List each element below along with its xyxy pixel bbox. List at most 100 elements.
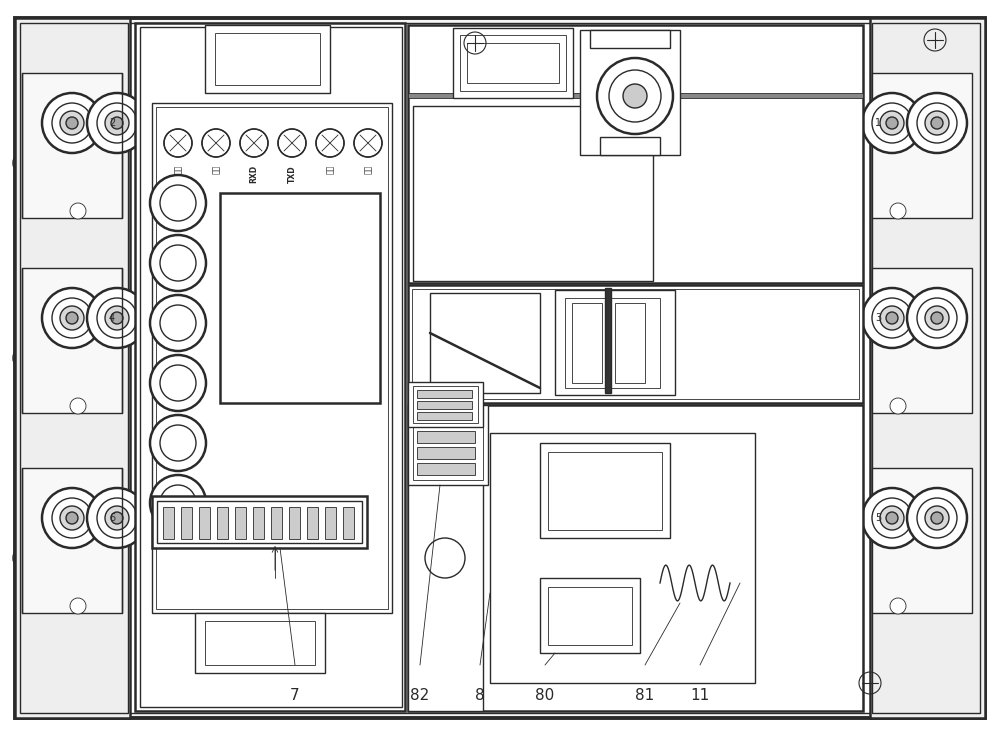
- Bar: [872, 468, 972, 613]
- Bar: [152, 103, 392, 613]
- Bar: [417, 463, 475, 475]
- Circle shape: [890, 398, 906, 414]
- Circle shape: [862, 93, 922, 153]
- Circle shape: [160, 485, 196, 521]
- Circle shape: [105, 111, 129, 135]
- Bar: [615, 303, 645, 383]
- Circle shape: [160, 305, 196, 341]
- Bar: [152, 496, 367, 548]
- Bar: [181, 507, 192, 539]
- Circle shape: [890, 598, 906, 614]
- Circle shape: [925, 111, 949, 135]
- Circle shape: [886, 117, 898, 129]
- Bar: [135, 23, 405, 711]
- Circle shape: [931, 312, 943, 324]
- Circle shape: [160, 425, 196, 461]
- Bar: [157, 501, 362, 543]
- Bar: [540, 578, 640, 653]
- Bar: [580, 30, 680, 155]
- Circle shape: [202, 129, 230, 157]
- Text: 运行: 运行: [364, 165, 372, 174]
- Bar: [870, 18, 985, 718]
- Bar: [453, 28, 573, 98]
- Text: 2: 2: [109, 118, 115, 128]
- Circle shape: [70, 598, 86, 614]
- Bar: [343, 507, 354, 539]
- Bar: [215, 33, 320, 85]
- Bar: [413, 106, 653, 281]
- Bar: [205, 621, 315, 665]
- Circle shape: [880, 506, 904, 530]
- Text: 11: 11: [690, 688, 710, 702]
- Circle shape: [52, 298, 92, 338]
- Circle shape: [60, 111, 84, 135]
- Circle shape: [70, 398, 86, 414]
- Circle shape: [917, 498, 957, 538]
- Text: 7: 7: [290, 688, 300, 702]
- Circle shape: [150, 175, 206, 231]
- Circle shape: [97, 103, 137, 143]
- Text: 接地: 接地: [174, 165, 182, 174]
- Circle shape: [609, 70, 661, 122]
- Bar: [15, 18, 130, 718]
- Circle shape: [931, 512, 943, 524]
- Circle shape: [150, 235, 206, 291]
- Circle shape: [354, 129, 382, 157]
- Circle shape: [880, 306, 904, 330]
- Circle shape: [150, 475, 206, 531]
- Text: 82: 82: [410, 688, 430, 702]
- Bar: [490, 433, 755, 683]
- Bar: [872, 268, 972, 413]
- Circle shape: [87, 93, 147, 153]
- Circle shape: [886, 312, 898, 324]
- Circle shape: [907, 93, 967, 153]
- Bar: [408, 382, 483, 427]
- Bar: [408, 285, 863, 403]
- Bar: [605, 288, 611, 393]
- Bar: [548, 587, 632, 645]
- Circle shape: [111, 312, 123, 324]
- Text: 屏蔽: 屏蔽: [212, 165, 220, 174]
- Bar: [20, 23, 128, 713]
- Circle shape: [872, 103, 912, 143]
- Bar: [307, 507, 318, 539]
- Bar: [408, 93, 863, 98]
- Circle shape: [925, 506, 949, 530]
- Circle shape: [105, 306, 129, 330]
- Circle shape: [150, 355, 206, 411]
- Circle shape: [164, 129, 192, 157]
- Bar: [199, 507, 210, 539]
- Circle shape: [60, 306, 84, 330]
- Circle shape: [278, 129, 306, 157]
- Circle shape: [925, 306, 949, 330]
- Text: 81: 81: [635, 688, 655, 702]
- Bar: [590, 30, 670, 48]
- Bar: [430, 293, 540, 393]
- Text: 3: 3: [875, 313, 881, 323]
- Text: 1: 1: [875, 118, 881, 128]
- Bar: [271, 507, 282, 539]
- Circle shape: [931, 117, 943, 129]
- Bar: [217, 507, 228, 539]
- Bar: [417, 412, 472, 420]
- Circle shape: [52, 103, 92, 143]
- Text: RXD: RXD: [250, 165, 258, 183]
- Circle shape: [97, 298, 137, 338]
- Bar: [417, 390, 472, 398]
- Bar: [412, 289, 859, 399]
- Circle shape: [87, 288, 147, 348]
- Bar: [872, 73, 972, 218]
- Circle shape: [160, 185, 196, 221]
- Circle shape: [66, 312, 78, 324]
- Bar: [460, 35, 566, 91]
- Bar: [253, 507, 264, 539]
- Bar: [140, 27, 402, 707]
- Text: 报警: 报警: [326, 165, 334, 174]
- Text: 6: 6: [109, 513, 115, 523]
- Circle shape: [42, 488, 102, 548]
- Circle shape: [425, 538, 465, 578]
- Circle shape: [872, 298, 912, 338]
- Bar: [325, 507, 336, 539]
- Circle shape: [872, 498, 912, 538]
- Circle shape: [66, 117, 78, 129]
